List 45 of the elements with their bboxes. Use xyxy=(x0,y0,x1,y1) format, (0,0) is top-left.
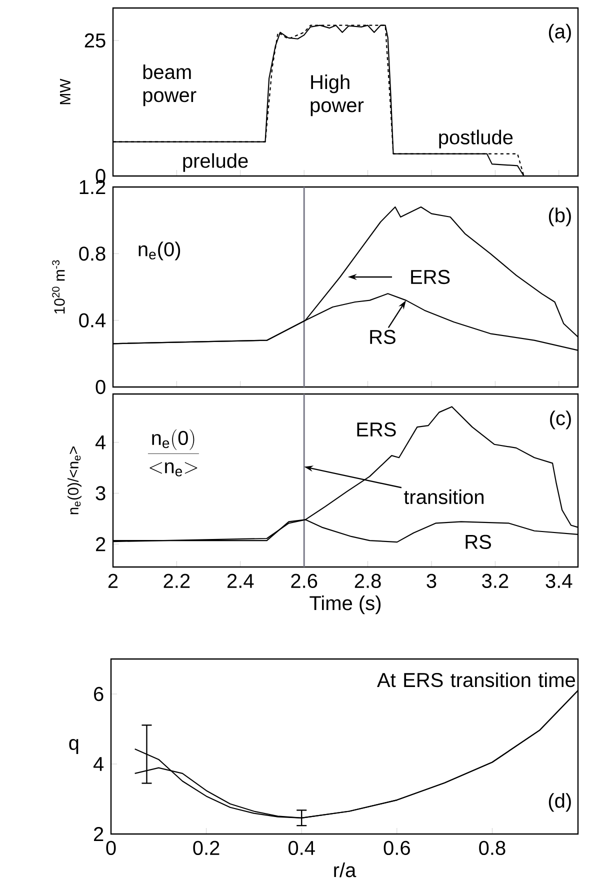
x-tick-label: 3.2 xyxy=(482,574,508,588)
y-axis-title: q xyxy=(69,739,78,754)
x-tick-label: 2.8 xyxy=(354,574,381,588)
annotation: (b) xyxy=(548,208,571,226)
x-tick-label: 0.8 xyxy=(479,840,506,856)
annotation: postlude xyxy=(439,130,513,148)
annotation: beam power xyxy=(143,64,196,106)
annotation: RS xyxy=(466,534,491,549)
x-tick-label: 2.4 xyxy=(228,574,254,588)
annotation: High power xyxy=(310,74,364,116)
x-tick-label: 3 xyxy=(426,574,436,588)
y-tick-label: 0 xyxy=(96,380,106,394)
x-tick-label: 0.2 xyxy=(193,840,220,856)
y-tick-label: 0.8 xyxy=(79,246,106,261)
annotation: (d) xyxy=(548,793,571,812)
y-tick-label: 2 xyxy=(96,537,106,552)
x-tick-label: 0 xyxy=(106,840,116,856)
x-tick-label: 2.2 xyxy=(164,574,190,588)
y-tick-label: 4 xyxy=(93,757,104,771)
annotation: (a) xyxy=(548,24,571,43)
y-tick-label: 0.4 xyxy=(79,313,106,328)
annotation: ERS xyxy=(411,270,450,284)
annotation: RS xyxy=(370,330,396,344)
annotation: transition xyxy=(404,489,484,504)
y-tick-label: 2 xyxy=(94,827,104,841)
x-tick-label: 0.6 xyxy=(384,840,410,856)
y-tick-label: 25 xyxy=(84,33,106,48)
y-axis-title: MW xyxy=(60,78,70,104)
annotation: At ERS transition time xyxy=(377,672,576,688)
y-axis-title: 10$^{20}$ m$^{-3}$ xyxy=(52,260,65,314)
annotation: n$_{e}$(0) xyxy=(138,242,180,260)
annotation: ERS xyxy=(357,422,396,437)
x-tick-label: 3.4 xyxy=(546,574,572,588)
x-axis-title: Time (s) xyxy=(310,596,381,614)
annotation: prelude xyxy=(183,153,248,172)
y-tick-label: 4 xyxy=(95,435,106,450)
x-tick-label: 2 xyxy=(108,574,118,588)
y-tick-label: 6 xyxy=(94,686,104,702)
y-axis-title: n$_{e}$(0)/<n$_{e}$> xyxy=(68,446,82,514)
annotation: $\frac{\mathrm{n_{e}(0)}}{\mathrm{{<}n_{e}{>}}}$ xyxy=(148,429,199,476)
x-tick-label: 2.6 xyxy=(291,574,318,588)
annotation: (c) xyxy=(550,410,571,430)
x-tick-label: 0.4 xyxy=(288,840,315,856)
x-axis-title: r/a xyxy=(334,862,356,878)
y-tick-label: 3 xyxy=(96,486,106,500)
